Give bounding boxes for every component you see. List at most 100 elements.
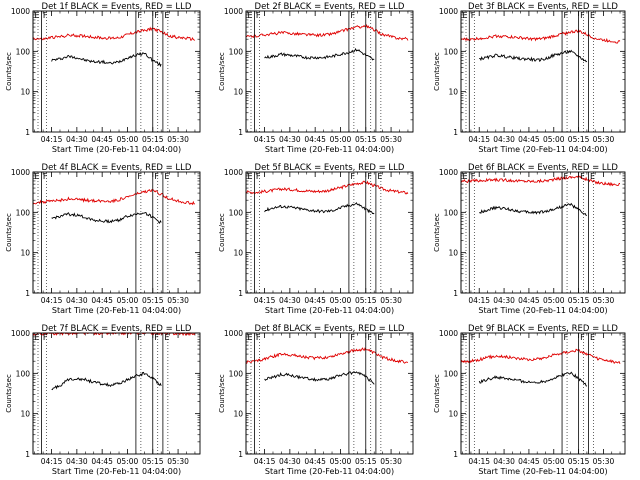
y-tick-label: 10 [448, 410, 458, 419]
lld-series-line [460, 174, 620, 187]
state-marker-label: F [137, 333, 142, 342]
state-marker-label: E [164, 172, 169, 181]
events-series-line [479, 49, 588, 63]
x-tick-label: 05:15 [355, 135, 377, 144]
state-marker-label: F [256, 11, 261, 20]
x-tick-label: 04:30 [279, 457, 301, 466]
state-marker-label: F [564, 11, 569, 20]
state-marker-label: E [463, 11, 468, 20]
state-marker-label: E [248, 172, 253, 181]
y-tick-label: 1000 [224, 7, 243, 16]
y-tick-label: 1000 [11, 329, 30, 338]
lld-series-line [32, 188, 196, 206]
plot-frame [460, 171, 626, 294]
y-tick-label: 10 [233, 410, 243, 419]
x-tick-label: 04:15 [41, 135, 63, 144]
state-marker-label: E [463, 333, 468, 342]
y-tick-label: 1 [25, 128, 30, 137]
x-tick-label: 04:15 [254, 457, 276, 466]
x-tick-label: 04:15 [254, 296, 276, 305]
y-tick-label: 1 [453, 450, 458, 459]
x-axis-label: Start Time (20-Feb-11 04:04:00) [265, 467, 394, 476]
plot-frame [32, 332, 201, 455]
y-tick-label: 100 [16, 208, 31, 217]
lld-series-line [245, 347, 409, 364]
plot-frame [460, 332, 626, 455]
y-tick-label: 100 [229, 369, 244, 378]
state-marker-label: F [580, 333, 585, 342]
x-tick-label: 04:15 [254, 135, 276, 144]
state-marker-label: E [35, 172, 40, 181]
x-tick-label: 05:30 [380, 457, 402, 466]
x-tick-label: 05:00 [543, 135, 565, 144]
state-marker-label: F [137, 11, 142, 20]
x-axis-label: Start Time (20-Feb-11 04:04:00) [265, 145, 394, 154]
lld-series-line [246, 24, 409, 41]
y-axis-label: Counts/sec [218, 52, 226, 91]
y-tick-label: 10 [20, 410, 30, 419]
state-marker-label: F [564, 333, 569, 342]
plot-frame [460, 10, 626, 133]
x-tick-label: 04:45 [304, 457, 326, 466]
y-tick-label: 10 [233, 249, 243, 258]
x-axis-label: Start Time (20-Feb-11 04:04:00) [265, 306, 394, 315]
y-tick-label: 1 [25, 450, 30, 459]
y-tick-label: 1000 [439, 168, 458, 177]
x-axis-label: Start Time (20-Feb-11 04:04:00) [52, 467, 181, 476]
state-marker-label: F [367, 172, 372, 181]
x-tick-label: 05:15 [568, 296, 590, 305]
x-tick-label: 05:15 [142, 457, 164, 466]
x-tick-label: 04:45 [91, 135, 113, 144]
y-tick-label: 10 [20, 88, 30, 97]
x-tick-label: 05:15 [142, 135, 164, 144]
x-tick-label: 04:30 [493, 135, 515, 144]
state-marker-label: E [164, 333, 169, 342]
y-tick-label: 100 [444, 369, 459, 378]
x-tick-label: 05:15 [355, 457, 377, 466]
x-tick-label: 05:30 [380, 296, 402, 305]
y-tick-label: 100 [444, 208, 459, 217]
x-axis-label: Start Time (20-Feb-11 04:04:00) [52, 306, 181, 315]
state-marker-label: F [367, 333, 372, 342]
y-tick-label: 1 [25, 289, 30, 298]
x-tick-label: 05:00 [117, 296, 139, 305]
x-tick-label: 04:45 [304, 135, 326, 144]
detector-panel: Det 9f BLACK = Events, RED = LLD Counts/s… [433, 324, 626, 476]
plot-frame [245, 171, 414, 294]
state-marker-label: F [580, 172, 585, 181]
x-tick-label: 05:15 [568, 457, 590, 466]
x-tick-label: 05:30 [167, 457, 189, 466]
panel-title: Det 2f BLACK = Events, RED = LLD [255, 2, 405, 12]
y-axis-label: Counts/sec [433, 52, 441, 91]
state-marker-label: E [377, 333, 382, 342]
events-series-line [264, 371, 375, 385]
y-tick-label: 100 [444, 47, 459, 56]
y-tick-label: 1 [453, 289, 458, 298]
x-tick-label: 04:45 [518, 457, 540, 466]
y-tick-label: 100 [229, 208, 244, 217]
detector-panel: Det 5f BLACK = Events, RED = LLD Counts/s… [218, 163, 414, 315]
panel-title: Det 8f BLACK = Events, RED = LLD [255, 324, 405, 334]
detector-panel: Det 7f BLACK = Events, RED = LLD Counts/s… [5, 324, 201, 476]
state-marker-label: E [377, 172, 382, 181]
detector-panel: Det 4f BLACK = Events, RED = LLD Counts/s… [5, 163, 201, 315]
panel-title: Det 5f BLACK = Events, RED = LLD [255, 163, 405, 173]
state-marker-label: E [590, 172, 595, 181]
panel-title: Det 7f BLACK = Events, RED = LLD [42, 324, 192, 334]
x-axis-label: Start Time (20-Feb-11 04:04:00) [478, 145, 607, 154]
x-tick-label: 04:15 [41, 296, 63, 305]
x-axis-label: Start Time (20-Feb-11 04:04:00) [478, 306, 607, 315]
x-tick-label: 04:30 [279, 296, 301, 305]
state-marker-label: F [471, 333, 476, 342]
y-axis-label: Counts/sec [5, 374, 13, 413]
plot-frame [245, 10, 414, 133]
state-marker-label: F [154, 172, 159, 181]
x-tick-label: 05:30 [593, 296, 615, 305]
x-tick-label: 04:45 [91, 457, 113, 466]
x-tick-label: 05:00 [117, 135, 139, 144]
x-tick-label: 04:15 [468, 135, 490, 144]
state-marker-label: F [367, 11, 372, 20]
y-tick-label: 1 [453, 128, 458, 137]
x-tick-label: 04:30 [279, 135, 301, 144]
plot-frame [32, 171, 201, 294]
